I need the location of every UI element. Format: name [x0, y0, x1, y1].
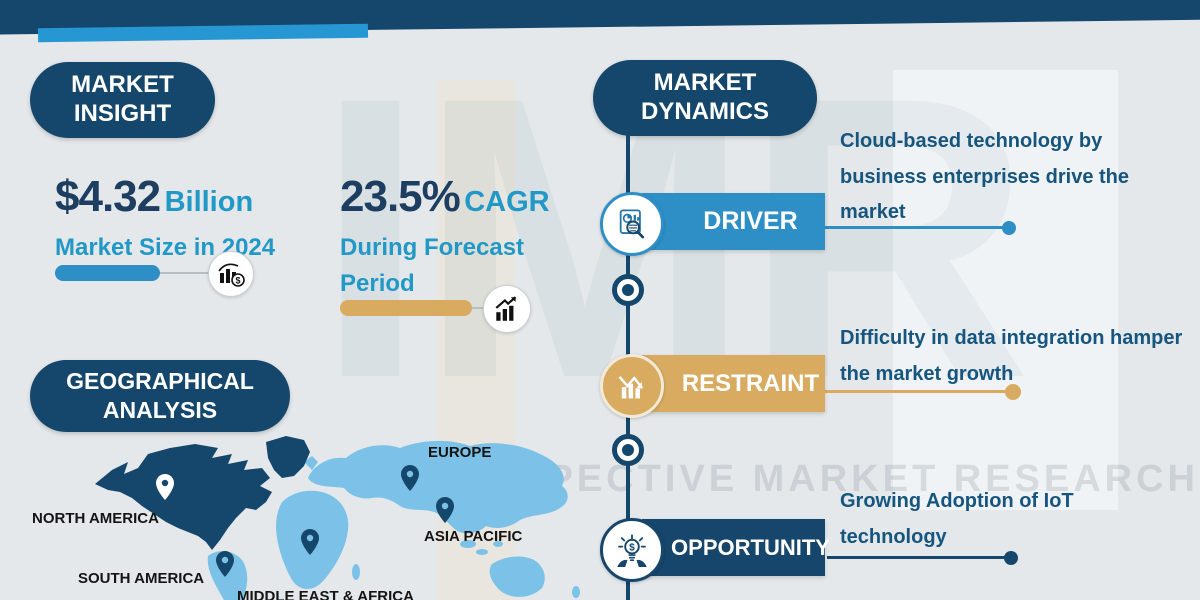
cagr-value: 23.5%	[340, 172, 461, 221]
opportunity-connector-line	[827, 556, 1007, 559]
driver-icon-circle	[600, 192, 664, 256]
map-uk	[304, 456, 318, 470]
report-magnifier-icon	[619, 209, 645, 239]
svg-text:$: $	[235, 275, 240, 285]
restraint-connector-line	[825, 390, 1009, 393]
driver-connector-dot	[1002, 221, 1016, 235]
map-label-middle-east-africa: MIDDLE EAST & AFRICA	[237, 588, 414, 600]
pin-europe-icon	[401, 465, 419, 491]
restraint-box: RESTRAINT	[642, 355, 825, 412]
background-band-light	[893, 70, 1118, 510]
idea-bulb-dollar-icon: $	[617, 534, 647, 567]
map-label-south-america: SOUTH AMERICA	[78, 570, 205, 587]
cagr-unit: CAGR	[464, 186, 550, 218]
cagr-stat: 23.5% CAGR During Forecast Period	[340, 172, 555, 302]
geographical-analysis-badge: GEOGRAPHICAL ANALYSIS	[30, 360, 290, 432]
map-australia	[489, 556, 545, 597]
pin-asia-pacific-icon	[436, 497, 454, 523]
cagr-value-row: 23.5% CAGR	[340, 172, 555, 222]
market-insight-badge: MARKET INSIGHT	[30, 62, 215, 138]
market-size-value: $4.32	[55, 172, 161, 221]
pin-north-america-icon	[156, 474, 174, 500]
driver-box: DRIVER	[642, 193, 825, 250]
timeline-node-1	[612, 274, 644, 306]
world-map-svg	[95, 436, 580, 600]
map-label-europe: EUROPE	[428, 444, 492, 461]
pin-middle-east-africa-icon	[301, 529, 319, 555]
map-land-shapes	[207, 440, 580, 600]
bar-chart-dollar-icon: $	[218, 263, 245, 287]
timeline-node-dot	[622, 284, 634, 296]
world-map	[20, 432, 620, 600]
restraint-icon-circle	[600, 354, 664, 418]
map-label-north-america: NORTH AMERICA	[32, 510, 159, 527]
restraint-connector-dot	[1005, 384, 1021, 400]
opportunity-box: OPPORTUNITY	[642, 519, 830, 576]
timeline-node-dot	[622, 444, 634, 456]
market-size-bar-fill	[55, 265, 160, 281]
driver-connector-line	[825, 226, 1007, 229]
cagr-bar-fill	[340, 300, 472, 316]
opportunity-description: Growing Adoption of IoT technology	[840, 490, 1074, 548]
cagr-caption: During Forecast Period	[340, 234, 525, 297]
pin-south-america-icon	[216, 551, 234, 577]
map-greenland	[266, 436, 310, 478]
market-size-unit: Billion	[164, 186, 254, 218]
market-size-stat: $4.32 Billion Market Size in 2024	[55, 172, 275, 266]
map-eurasia	[308, 440, 568, 534]
opportunity-icon-circle: $	[600, 518, 664, 582]
growth-chart-icon	[495, 296, 517, 321]
map-label-asia-pacific: ASIA PACIFIC	[424, 528, 523, 545]
map-pins	[156, 465, 454, 577]
svg-text:$: $	[629, 543, 635, 554]
decline-chart-icon	[618, 376, 644, 399]
market-dynamics-badge: MARKET DYNAMICS	[593, 60, 817, 136]
market-size-value-row: $4.32 Billion	[55, 172, 275, 222]
driver-description: Cloud-based technology by business enter…	[840, 130, 1130, 224]
opportunity-connector-dot	[1004, 551, 1018, 565]
cagr-icon-circle	[483, 285, 531, 333]
restraint-description: Difficulty in data integration hamper th…	[840, 327, 1183, 385]
market-size-icon-circle: $	[208, 251, 254, 297]
timeline-node-2	[612, 434, 644, 466]
map-north-america-highlight	[95, 436, 310, 550]
